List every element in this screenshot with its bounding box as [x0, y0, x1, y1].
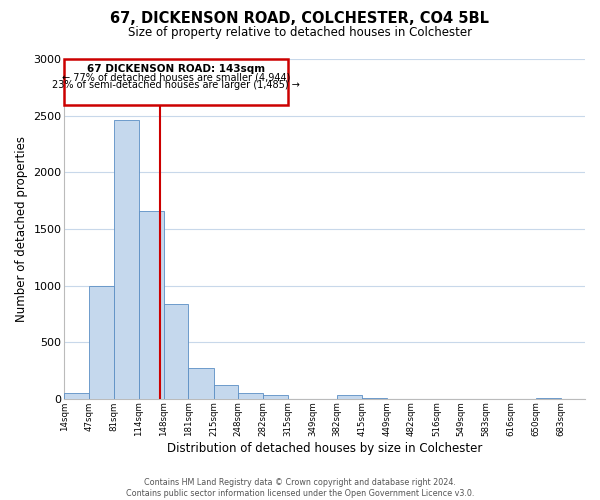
Bar [214, 385, 238, 399]
Bar [114, 120, 139, 399]
Text: Contains HM Land Registry data © Crown copyright and database right 2024.
Contai: Contains HM Land Registry data © Crown c… [126, 478, 474, 498]
Bar [139, 211, 164, 399]
Bar [337, 396, 362, 399]
Bar [164, 304, 188, 399]
Bar [536, 398, 560, 399]
Text: 67, DICKENSON ROAD, COLCHESTER, CO4 5BL: 67, DICKENSON ROAD, COLCHESTER, CO4 5BL [110, 11, 490, 26]
Text: Size of property relative to detached houses in Colchester: Size of property relative to detached ho… [128, 26, 472, 39]
Bar [238, 392, 263, 399]
Y-axis label: Number of detached properties: Number of detached properties [15, 136, 28, 322]
Bar [64, 392, 89, 399]
Text: 67 DICKENSON ROAD: 143sqm: 67 DICKENSON ROAD: 143sqm [87, 64, 265, 74]
Text: 23% of semi-detached houses are larger (1,485) →: 23% of semi-detached houses are larger (… [52, 80, 300, 90]
Bar [362, 398, 387, 399]
Text: ← 77% of detached houses are smaller (4,944): ← 77% of detached houses are smaller (4,… [62, 72, 290, 82]
Bar [64, 59, 287, 106]
X-axis label: Distribution of detached houses by size in Colchester: Distribution of detached houses by size … [167, 442, 482, 455]
Bar [89, 286, 114, 399]
Bar [188, 368, 214, 399]
Bar [263, 396, 287, 399]
